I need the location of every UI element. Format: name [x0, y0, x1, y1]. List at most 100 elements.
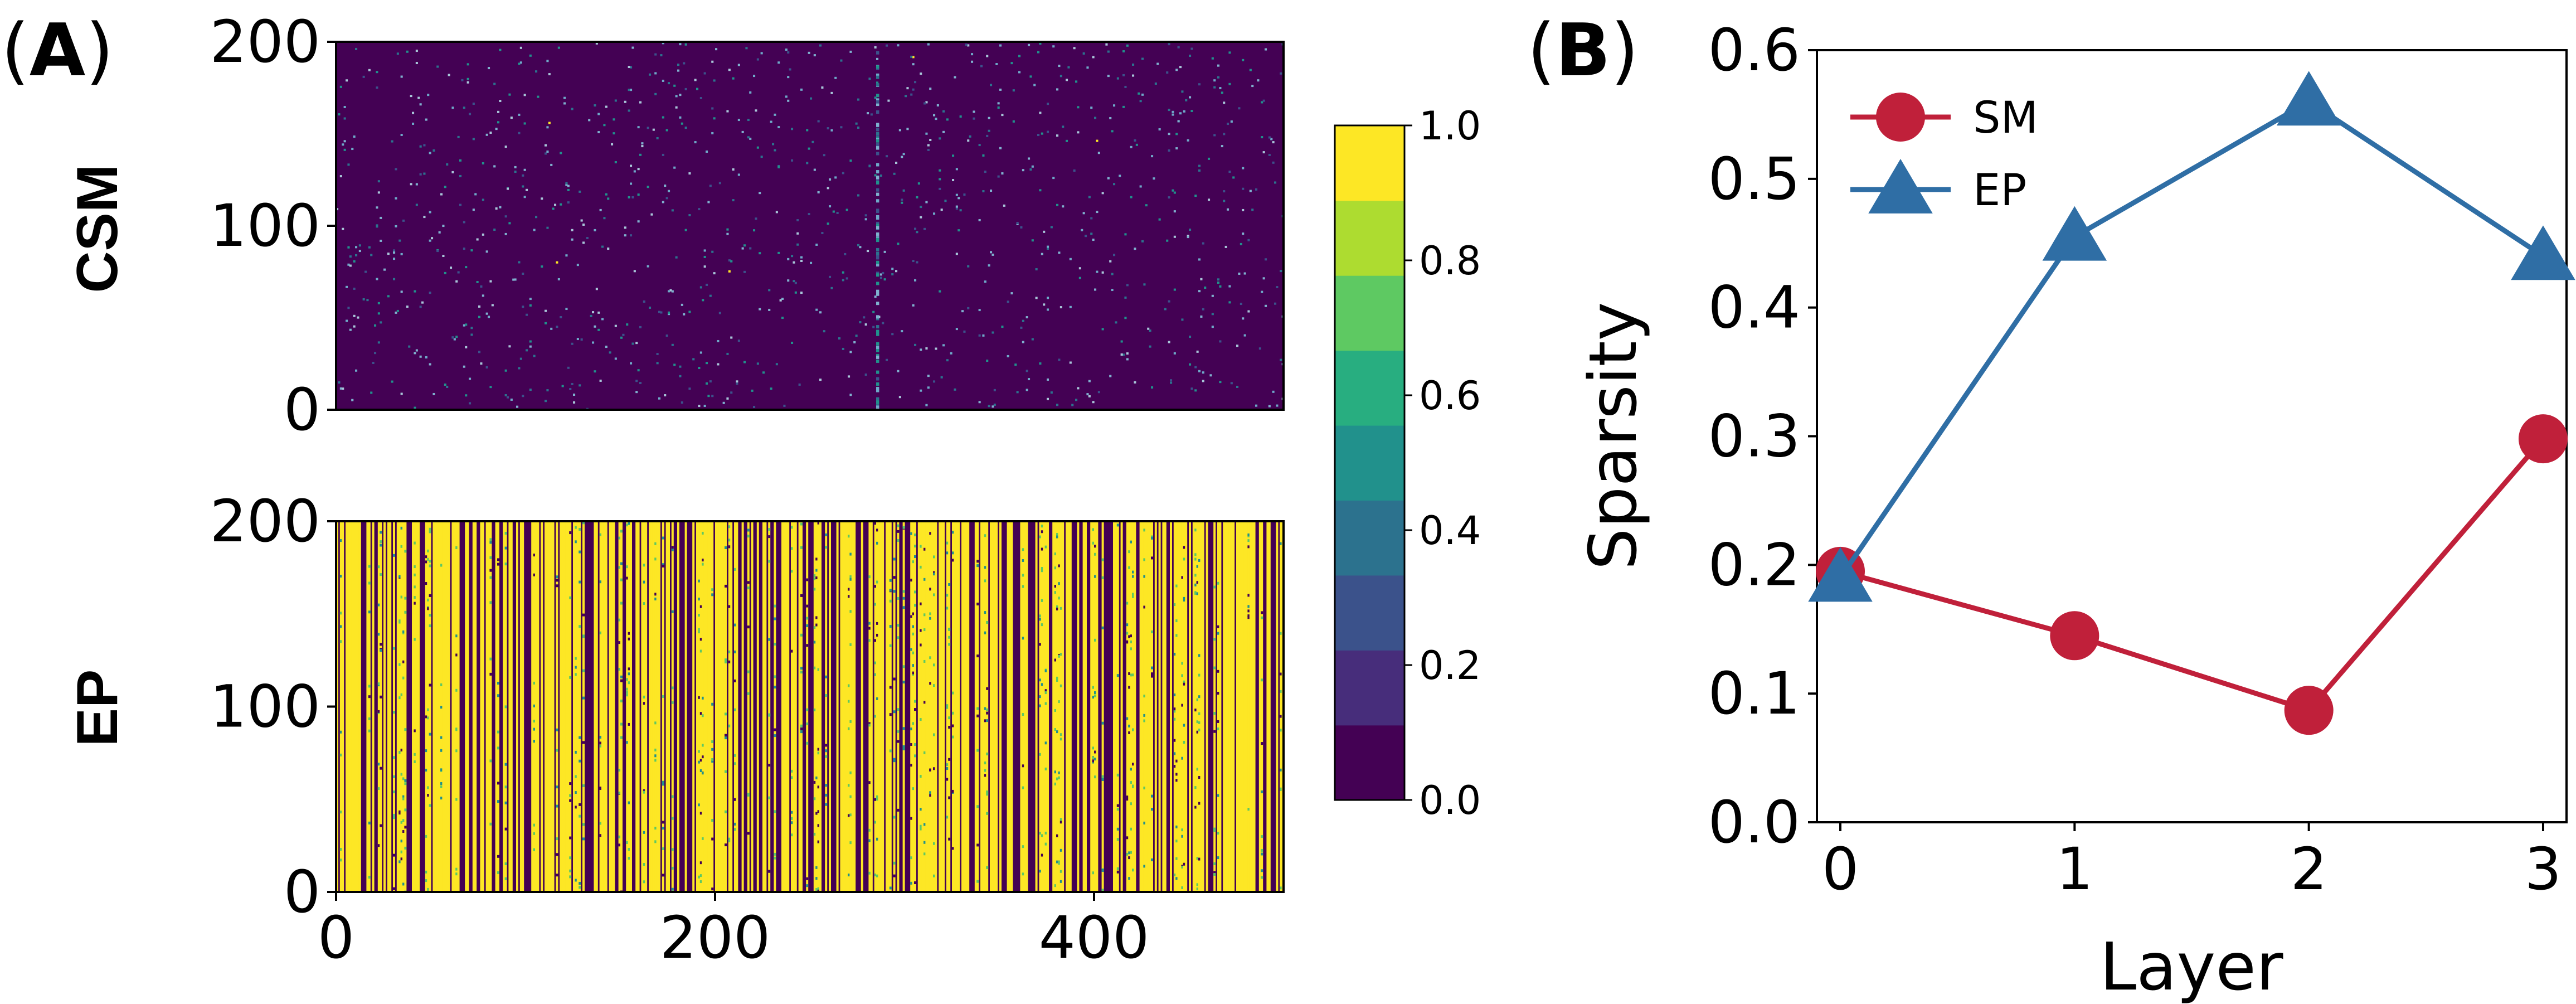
csm-cell [982, 334, 985, 337]
csm-cell [1211, 57, 1214, 60]
ep-cell [368, 695, 371, 699]
csm-cell [579, 190, 581, 193]
csm-cell [1139, 100, 1142, 103]
csm-cell [1185, 99, 1188, 101]
csm-cell [1007, 300, 1009, 303]
csm-cell [995, 63, 998, 66]
csm-hot-cell [876, 317, 879, 321]
ep-cell [976, 560, 979, 563]
csm-cell [1062, 205, 1065, 208]
line-series [1808, 71, 2575, 735]
csm-cell [563, 102, 566, 105]
ep-column [434, 521, 437, 892]
csm-cell [1059, 306, 1062, 309]
ep-cell [893, 759, 896, 763]
csm-cell [927, 375, 930, 377]
ep-cell [1044, 842, 1047, 846]
ep-cell [643, 702, 645, 705]
csm-cell [1066, 79, 1068, 81]
ep-cell [1175, 825, 1178, 828]
csm-cell [504, 215, 507, 218]
ep-column [1251, 521, 1254, 892]
csm-cell [684, 88, 687, 90]
ep-column [1054, 521, 1057, 892]
csm-cell [353, 314, 356, 317]
csm-cell [834, 76, 837, 79]
csm-cell [808, 213, 810, 216]
csm-hot-cell [876, 192, 879, 196]
csm-cell [1069, 361, 1072, 364]
csm-cell [429, 211, 431, 214]
csm-cell [387, 253, 390, 255]
ep-column [603, 521, 606, 892]
csm-cell [732, 199, 735, 202]
ep-column [1154, 521, 1157, 892]
ep-column [728, 521, 731, 892]
ep-cell [1261, 611, 1263, 614]
csm-cell [999, 147, 1002, 149]
csm-cell [400, 133, 403, 136]
ep-cell [912, 664, 915, 667]
ep-cell [1132, 763, 1134, 766]
ep-cell [1173, 717, 1176, 721]
csm-cell [749, 247, 752, 250]
csm-cell [493, 229, 496, 231]
csm-cell [541, 197, 543, 200]
csm-cell [431, 237, 434, 240]
ep-cell [1132, 784, 1134, 788]
csm-cell [1028, 378, 1031, 381]
ep-cell [402, 660, 405, 663]
legend-label-sm: SM [1973, 93, 2038, 143]
ep-cell [1022, 559, 1024, 562]
ep-cell [1101, 576, 1104, 579]
ep-column [699, 521, 702, 892]
ep-cell [876, 795, 878, 798]
ep-cell [429, 594, 431, 597]
ep-cell [599, 533, 602, 536]
ep-cell [1054, 591, 1057, 594]
csm-cell [635, 391, 638, 394]
ep-cell [398, 575, 401, 578]
csm-cell [546, 126, 549, 129]
csm-cell [728, 69, 731, 71]
ep-cell [626, 741, 629, 744]
ep-cell [455, 798, 458, 801]
csm-cell [677, 69, 680, 72]
ep-cell [654, 721, 657, 725]
ep-column [556, 521, 558, 892]
csm-cell [1025, 316, 1028, 319]
ep-cell [1181, 865, 1184, 869]
csm-cell [560, 152, 562, 154]
csm-cell [774, 113, 776, 116]
csm-cell [1204, 286, 1207, 289]
ep-cell [1217, 720, 1219, 723]
csm-cell [557, 46, 560, 49]
csm-cell [423, 172, 426, 175]
ep-cell [377, 603, 380, 607]
csm-cell [1022, 319, 1024, 322]
ep-column [613, 521, 615, 892]
ep-cell [1044, 691, 1047, 695]
ep-column [893, 521, 896, 892]
csm-cell [1092, 401, 1095, 404]
csm-cell [376, 86, 378, 89]
ep-cell [368, 610, 371, 614]
ep-cell [1261, 616, 1263, 619]
line-y-tick-label: 0.1 [1708, 659, 1800, 727]
ep-cell [414, 760, 416, 764]
ep-cell [1196, 887, 1199, 891]
ep-cell [1126, 632, 1129, 635]
csm-cell [886, 44, 888, 47]
csm-cell [1039, 189, 1042, 192]
ep-cell [929, 617, 932, 620]
ep-cell [393, 554, 395, 557]
ep-cell [1058, 654, 1061, 658]
ep-column [1238, 521, 1241, 892]
ep-cell [920, 643, 922, 647]
csm-cell [834, 176, 837, 179]
ep-cell [599, 822, 602, 825]
ep-cell [425, 879, 427, 882]
ep-cell [699, 874, 702, 877]
ep-column [942, 521, 945, 892]
ep-cell [504, 546, 507, 550]
